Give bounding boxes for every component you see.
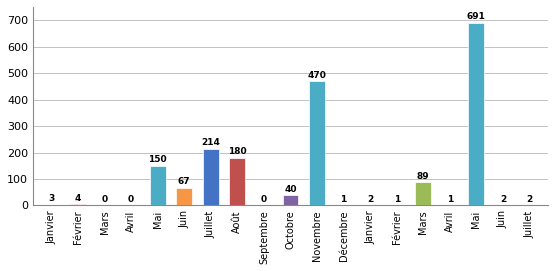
Bar (176, 188, 192, 205)
Text: 0: 0 (128, 195, 134, 204)
Bar (415, 182, 431, 205)
Bar (150, 166, 166, 205)
Text: 2: 2 (500, 195, 506, 204)
Text: 4: 4 (75, 194, 81, 203)
Text: 1: 1 (340, 195, 347, 204)
Text: 3: 3 (48, 194, 54, 203)
Bar (70, 204, 86, 205)
Bar (468, 22, 485, 205)
Text: 691: 691 (467, 12, 486, 21)
Text: 470: 470 (307, 71, 326, 80)
Text: 150: 150 (148, 156, 167, 164)
Bar (309, 81, 325, 205)
Text: 40: 40 (284, 185, 297, 193)
Text: 1: 1 (447, 195, 453, 204)
Text: 89: 89 (417, 172, 430, 180)
Text: 0: 0 (102, 195, 108, 204)
Bar (282, 195, 299, 205)
Bar (203, 149, 219, 205)
Text: 0: 0 (261, 195, 267, 204)
Text: 2: 2 (526, 195, 533, 204)
Text: 1: 1 (393, 195, 400, 204)
Text: 214: 214 (201, 138, 220, 147)
Text: 180: 180 (228, 147, 247, 156)
Bar (229, 158, 245, 205)
Text: 67: 67 (178, 178, 190, 186)
Text: 2: 2 (367, 195, 374, 204)
